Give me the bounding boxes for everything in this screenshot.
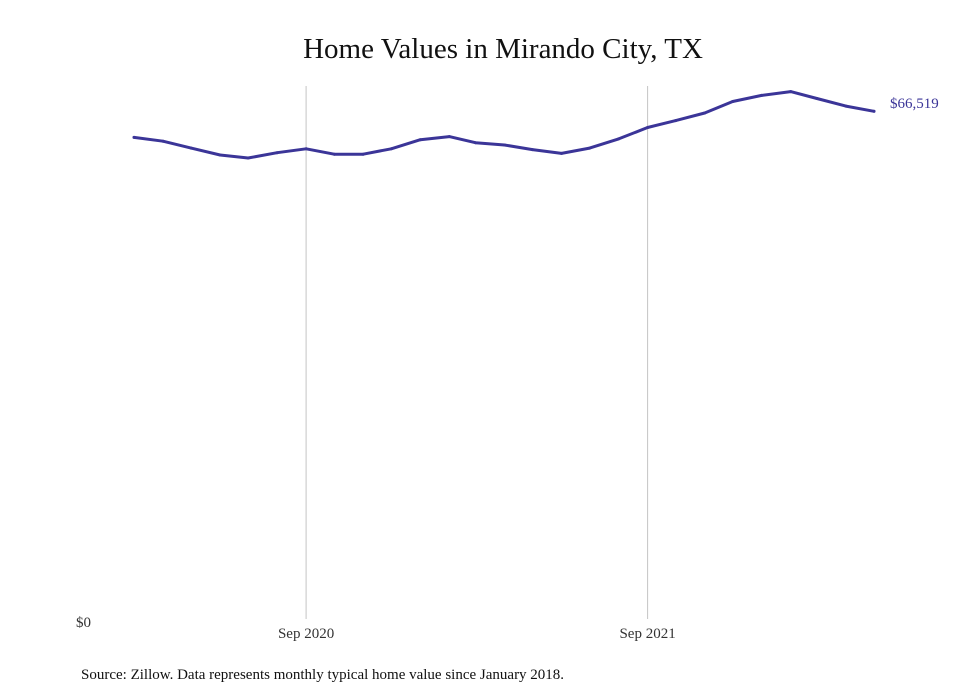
data-point bbox=[560, 151, 563, 155]
data-point bbox=[703, 111, 707, 115]
data-point bbox=[646, 126, 650, 129]
axis-ticks: Sep 2020 Sep 2021 $0 bbox=[76, 615, 676, 642]
data-point bbox=[218, 153, 222, 157]
data-point bbox=[731, 100, 735, 103]
data-point bbox=[760, 93, 764, 97]
data-point bbox=[815, 97, 819, 100]
data-point bbox=[844, 104, 848, 108]
x-tick-label: Sep 2021 bbox=[619, 626, 675, 642]
series-group bbox=[132, 90, 876, 160]
data-point bbox=[872, 109, 876, 113]
data-point bbox=[474, 141, 477, 145]
source-note: Source: Zillow. Data represents monthly … bbox=[81, 667, 565, 683]
data-point bbox=[275, 151, 279, 155]
data-point bbox=[418, 138, 422, 142]
data-point bbox=[617, 137, 621, 141]
data-point bbox=[674, 119, 678, 123]
series-line bbox=[132, 90, 876, 160]
data-point bbox=[332, 152, 336, 156]
data-point bbox=[304, 147, 308, 151]
data-point bbox=[503, 143, 506, 147]
data-point bbox=[246, 156, 250, 160]
data-point bbox=[531, 148, 534, 152]
data-point bbox=[132, 135, 136, 139]
end-value-label: $66,519 bbox=[890, 96, 939, 112]
data-point bbox=[588, 146, 592, 150]
chart-title: Home Values in Mirando City, TX bbox=[303, 33, 703, 65]
gridlines bbox=[305, 86, 649, 619]
data-point bbox=[789, 90, 793, 94]
data-point bbox=[161, 139, 165, 143]
x-tick-label: Sep 2020 bbox=[278, 626, 334, 642]
data-point bbox=[447, 135, 451, 139]
data-point bbox=[361, 152, 365, 156]
data-point bbox=[189, 146, 193, 150]
data-point bbox=[389, 147, 393, 151]
y-tick-label: $0 bbox=[76, 615, 91, 631]
